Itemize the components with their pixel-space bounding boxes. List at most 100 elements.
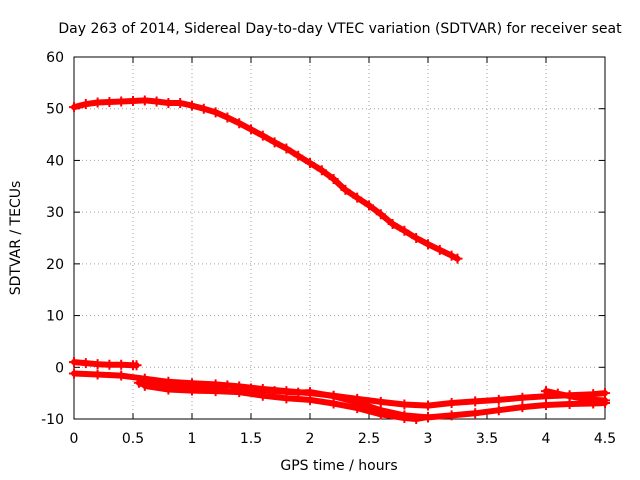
data-point (269, 137, 280, 148)
data-point (246, 124, 256, 135)
x-tick-label: 3.5 (476, 431, 498, 447)
data-point (128, 95, 138, 106)
x-tick-label: 1 (188, 431, 197, 447)
data-point (411, 414, 422, 424)
y-tick-label: 0 (55, 360, 64, 376)
data-point (210, 386, 221, 397)
data-point (69, 368, 79, 379)
y-tick-label: -10 (41, 412, 64, 428)
chart-title: Day 263 of 2014, Sidereal Day-to-day VTE… (58, 21, 622, 37)
series-satellite-track-a (69, 357, 142, 371)
data-point (446, 397, 457, 408)
data-point (281, 393, 292, 404)
data-point (387, 219, 398, 230)
data-point (340, 184, 351, 195)
x-tick-label: 0 (70, 431, 79, 447)
data-point (175, 98, 186, 109)
data-point (305, 158, 315, 169)
data-point (163, 384, 174, 395)
data-point (328, 174, 339, 185)
y-axis-label: SDTVAR / TECUs (8, 181, 24, 296)
y-tick-label: 30 (46, 205, 64, 221)
data-point (92, 369, 103, 380)
series-satellite-track-high (69, 95, 463, 264)
data-point (104, 96, 115, 107)
data-point (198, 103, 209, 114)
data-point (293, 387, 304, 398)
data-point (92, 97, 103, 108)
data-point (470, 408, 481, 419)
data-point (423, 400, 433, 411)
x-axis-label: GPS time / hours (280, 458, 397, 474)
data-point (210, 107, 221, 118)
grid (74, 57, 605, 419)
data-point (92, 359, 103, 370)
data-point (352, 192, 363, 203)
x-tick-label: 4.5 (594, 431, 616, 447)
data-point (187, 100, 197, 111)
data-point (552, 388, 563, 399)
data-point (151, 96, 162, 107)
data-point (234, 118, 245, 129)
data-point (116, 359, 127, 370)
data-point (281, 143, 292, 154)
data-point (375, 209, 386, 220)
series-line (71, 97, 461, 262)
data-point (116, 96, 127, 107)
data-point (600, 395, 610, 406)
data-series (69, 95, 610, 424)
data-point (328, 398, 339, 409)
data-point (234, 387, 245, 398)
x-tick-label: 2.5 (358, 431, 380, 447)
data-point (80, 358, 91, 369)
data-point (80, 99, 91, 110)
data-point (493, 394, 504, 405)
x-tick-label: 1.5 (240, 431, 262, 447)
data-point (541, 400, 551, 411)
y-tick-label: 60 (46, 50, 64, 66)
data-point (399, 412, 410, 423)
axis-ticks: 0 0.5 1 1.5 2 2.5 3 3.5 4 4.5 -10 0 10 20 30 40 50 60 (41, 50, 616, 447)
data-point (452, 253, 463, 264)
data-point (399, 225, 410, 236)
data-point (139, 95, 150, 106)
data-point (517, 392, 528, 403)
data-point (470, 396, 481, 407)
data-point (434, 244, 445, 255)
y-tick-label: 50 (46, 102, 64, 118)
data-point (364, 200, 374, 211)
series-satellite-track-d (139, 380, 433, 424)
data-point (411, 233, 422, 243)
data-point (576, 393, 587, 404)
data-point (446, 410, 457, 421)
data-point (69, 357, 79, 368)
data-point (116, 370, 127, 381)
data-point (399, 399, 410, 410)
data-point (423, 239, 433, 250)
series-satellite-track-e (541, 386, 610, 406)
data-point (493, 405, 504, 416)
data-point (375, 409, 386, 420)
data-point (69, 102, 79, 113)
data-point (131, 360, 142, 371)
x-tick-label: 0.5 (122, 431, 144, 447)
data-point (423, 411, 433, 422)
x-tick-label: 3 (424, 431, 433, 447)
data-point (293, 150, 304, 161)
data-point (541, 386, 551, 397)
data-point (316, 165, 327, 176)
data-point (352, 403, 363, 414)
data-point (139, 380, 150, 391)
data-point (163, 98, 174, 109)
data-point (133, 377, 144, 388)
x-tick-label: 4 (542, 431, 551, 447)
plot-frame (73, 56, 606, 420)
data-point (257, 130, 268, 141)
data-point (446, 250, 457, 261)
data-point (187, 385, 197, 396)
data-point (222, 112, 233, 123)
data-point (588, 394, 599, 405)
data-point (305, 394, 315, 405)
y-tick-label: 20 (46, 257, 64, 273)
